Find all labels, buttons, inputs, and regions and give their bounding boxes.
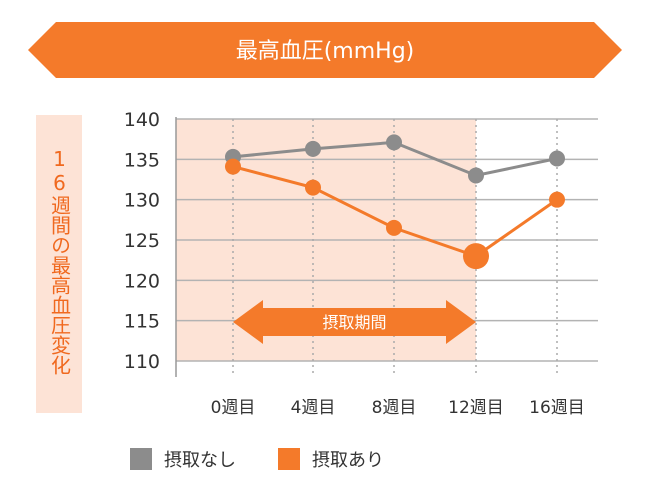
y-tick-label: 115 [124,311,160,333]
legend-item-intake: 摂取あり [278,446,384,472]
x-tick-label: 16週目 [529,398,585,418]
legend-label: 摂取なし [164,450,236,471]
data-point [386,134,402,151]
data-point [549,191,565,208]
legend-label: 摂取あり [312,450,384,471]
chart-title: 最高血圧(mmHg) [236,39,415,64]
plot-area: 110 115 120 125 130 135 140 0週目 4週目 8週目 12週目 16週目 摂取… [124,109,598,418]
y-tick-label: 135 [124,149,160,171]
data-point [386,219,402,236]
intake-period-arrow [233,300,476,344]
data-point [305,179,321,196]
data-point [305,140,321,157]
y-tick-label: 130 [124,190,160,212]
legend-item-no-intake: 摂取なし [130,446,236,472]
x-tick-label: 8週目 [372,398,417,418]
x-tick-label: 0週目 [211,398,256,418]
data-point [468,167,484,184]
x-tick-label: 12週目 [448,398,504,418]
y-tick-label: 140 [124,109,160,131]
intake-period-label: 摂取期間 [322,313,386,332]
legend-swatch-gray [130,448,152,470]
x-tick-label: 4週目 [291,398,336,418]
y-axis-label-box: 16週間の最高血圧変化 [36,115,82,413]
legend: 摂取なし 摂取あり [130,446,426,472]
y-tick-label: 125 [124,230,160,252]
y-tick-label: 120 [124,270,160,292]
y-axis-label: 16週間の最高血圧変化 [47,147,72,375]
title-banner [28,22,622,78]
data-point [225,158,241,175]
highlighted-data-point [463,243,489,270]
legend-swatch-orange [278,448,300,470]
data-point [549,150,565,167]
y-tick-label: 110 [124,351,160,373]
